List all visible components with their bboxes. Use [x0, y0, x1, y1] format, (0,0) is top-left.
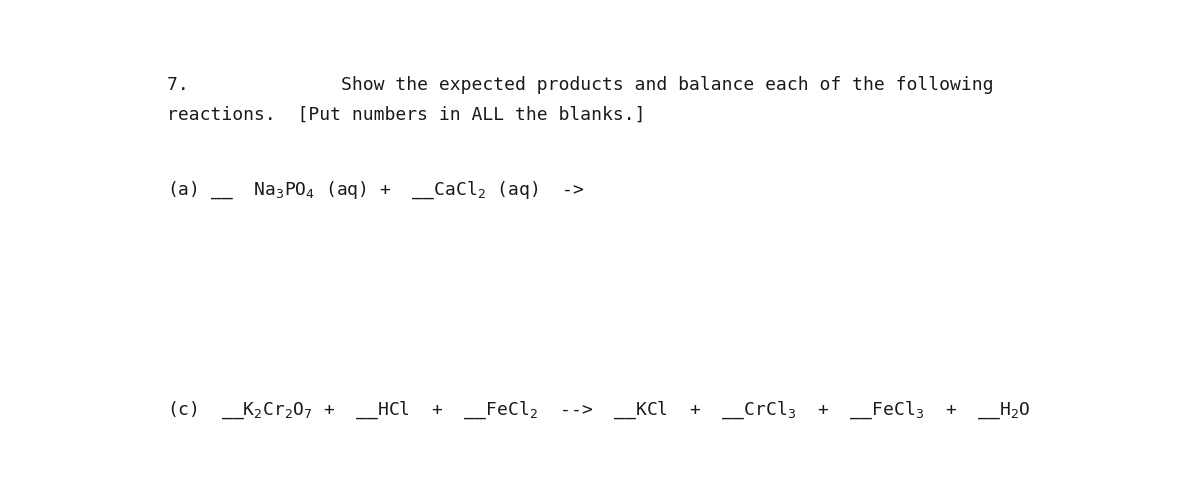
Text: (c)  __K$_2$Cr$_2$O$_7$ +  __HCl  +  __FeCl$_2$  -->  __KCl  +  __CrCl$_3$  +  _: (c) __K$_2$Cr$_2$O$_7$ + __HCl + __FeCl$… [167, 399, 1031, 420]
Text: 7.              Show the expected products and balance each of the following: 7. Show the expected products and balanc… [167, 76, 994, 93]
Text: reactions.  [Put numbers in ALL the blanks.]: reactions. [Put numbers in ALL the blank… [167, 105, 646, 123]
Text: (a) __  Na$_3$PO$_4$ (aq) +  __CaCl$_2$ (aq)  ->: (a) __ Na$_3$PO$_4$ (aq) + __CaCl$_2$ (a… [167, 179, 584, 200]
